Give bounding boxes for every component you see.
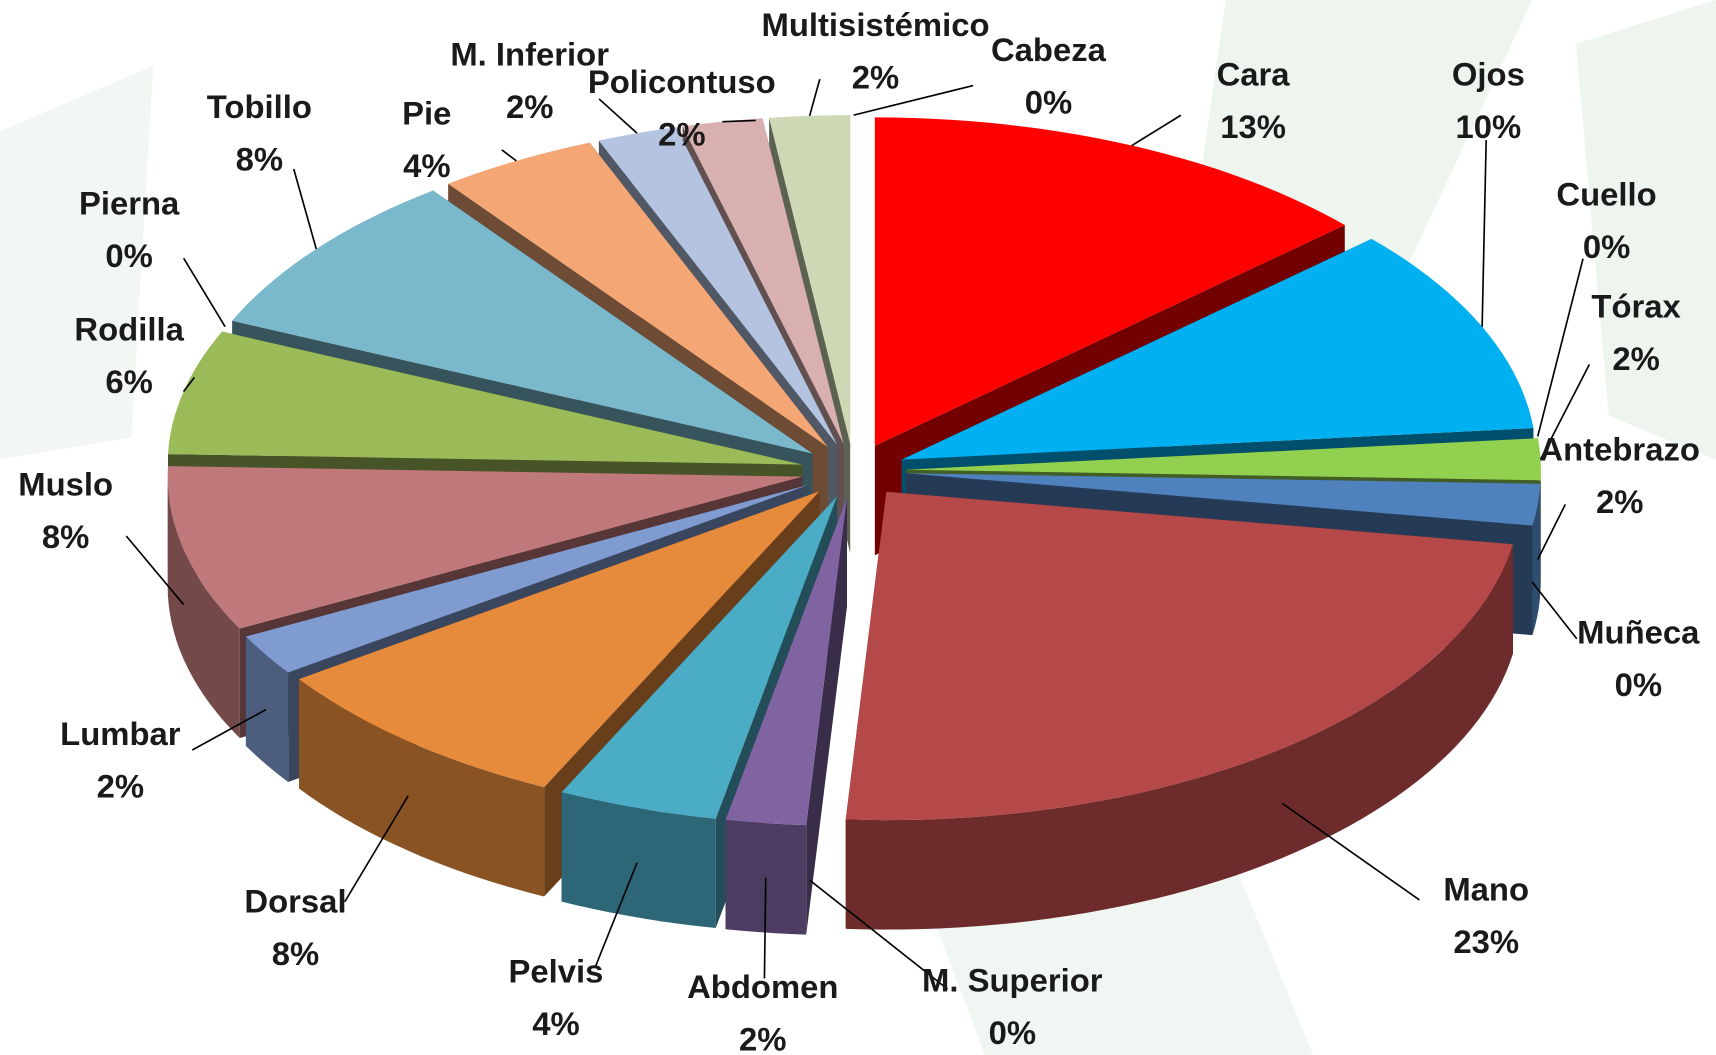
leader-line xyxy=(722,119,756,123)
leader-line xyxy=(809,879,949,990)
value-label: 0% xyxy=(105,237,152,274)
slice xyxy=(845,491,1513,930)
slice-top xyxy=(874,117,1345,446)
category-label: Policontuso xyxy=(588,63,776,100)
category-label: M. Inferior xyxy=(450,36,609,73)
leader-line xyxy=(1536,504,1567,560)
value-label: 0% xyxy=(1615,666,1662,703)
category-label: Antebrazo xyxy=(1539,431,1700,468)
leader-line xyxy=(594,862,638,969)
slice-top xyxy=(298,491,820,788)
slice-top xyxy=(901,238,1534,460)
slice xyxy=(725,497,847,935)
slice-top xyxy=(245,484,809,673)
leader-line xyxy=(501,149,517,162)
category-label: Abdomen xyxy=(687,968,838,1005)
pie xyxy=(167,115,1541,935)
leader-line xyxy=(598,98,638,134)
leader-line xyxy=(182,376,196,392)
leader-line xyxy=(292,168,318,250)
slice-top xyxy=(845,491,1513,821)
leader-line xyxy=(1531,581,1578,640)
value-label: 2% xyxy=(97,768,144,805)
value-label: 13% xyxy=(1220,108,1286,145)
category-label: Dorsal xyxy=(244,883,346,920)
slice-top xyxy=(905,473,1541,526)
leader-line xyxy=(1481,140,1487,327)
value-label: 8% xyxy=(272,935,319,972)
category-label: Mano xyxy=(1443,871,1529,908)
category-label: Tobillo xyxy=(207,88,312,125)
leader-line xyxy=(344,795,409,903)
slice-top xyxy=(682,118,844,444)
category-label: Lumbar xyxy=(60,715,181,752)
leader-line xyxy=(125,535,185,605)
value-label: 0% xyxy=(1583,228,1630,265)
leader-line xyxy=(808,78,821,117)
leader-line xyxy=(1536,258,1584,437)
value-label: 0% xyxy=(989,1014,1036,1051)
value-label: 2% xyxy=(1612,340,1659,377)
leader-line xyxy=(763,877,767,979)
category-label: Cara xyxy=(1217,55,1291,92)
leader-line xyxy=(1131,114,1182,147)
slice-wall xyxy=(167,476,240,738)
labels: Cabeza 0% Cara 13% Ojos 10% Cuello 0% Tórax 2% Ant… xyxy=(18,6,1700,1055)
slice-top xyxy=(725,497,847,826)
value-label: 8% xyxy=(236,141,283,178)
slice-top xyxy=(906,438,1541,481)
category-label: M. Superior xyxy=(922,961,1103,998)
slice-top xyxy=(167,331,803,465)
category-label: Cabeza xyxy=(991,31,1107,68)
slice-top xyxy=(769,115,851,444)
slice-wall xyxy=(1532,483,1541,636)
slice-wall xyxy=(561,792,716,929)
value-label: 8% xyxy=(42,518,89,555)
value-label: 23% xyxy=(1453,923,1519,960)
category-label: Pelvis xyxy=(508,953,603,990)
value-label: 0% xyxy=(1025,84,1072,121)
slice-top xyxy=(561,496,838,819)
value-label: 2% xyxy=(506,88,553,125)
leader-line xyxy=(1281,802,1420,901)
slice-wall xyxy=(298,679,545,897)
value-label: 2% xyxy=(1596,483,1643,520)
slice-top xyxy=(448,142,828,447)
leader-line xyxy=(1539,364,1591,460)
category-label: Pie xyxy=(402,95,451,132)
category-label: Rodilla xyxy=(74,310,184,347)
slice-wall xyxy=(725,819,807,935)
leader-line xyxy=(191,708,267,751)
slice-wall xyxy=(845,544,1513,930)
category-label: Ojos xyxy=(1452,55,1525,92)
slice-top xyxy=(232,190,813,454)
leader-line xyxy=(853,84,974,116)
category-label: Tórax xyxy=(1591,287,1681,324)
value-label: 2% xyxy=(739,1021,786,1055)
value-label: 4% xyxy=(403,147,450,184)
category-label: Cuello xyxy=(1556,176,1656,213)
category-label: Muslo xyxy=(18,466,113,503)
category-label: Pierna xyxy=(79,184,180,221)
value-label: 4% xyxy=(532,1005,579,1042)
slice-top xyxy=(167,466,803,629)
value-label: 2% xyxy=(852,59,899,96)
slice-wall xyxy=(245,636,289,782)
value-label: 6% xyxy=(105,363,152,400)
category-label: Muñeca xyxy=(1577,613,1700,650)
category-label: Multisistémico xyxy=(761,6,989,43)
value-label: 2% xyxy=(658,115,705,152)
value-label: 10% xyxy=(1456,108,1522,145)
leader-line xyxy=(182,257,226,328)
slice-top xyxy=(598,127,838,445)
